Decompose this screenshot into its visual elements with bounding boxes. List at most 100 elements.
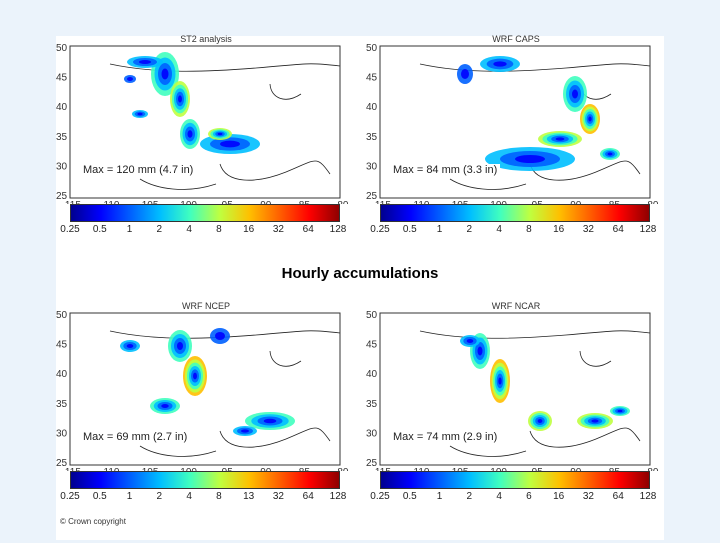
- coastline: [219, 427, 331, 448]
- colorbar-tick-label: 0.25: [60, 491, 80, 502]
- precip-cell: [617, 409, 623, 413]
- max-value-label: Max = 120 mm (4.7 in): [80, 164, 197, 176]
- panel-title: WRF CAPS: [492, 34, 540, 44]
- max-value-label: Max = 74 mm (2.9 in): [390, 431, 501, 443]
- coastline: [419, 330, 651, 339]
- precip-cell: [137, 112, 143, 116]
- precip-cell: [461, 69, 469, 79]
- lon-tick-label: −90: [254, 200, 271, 204]
- precip-cell: [572, 89, 578, 99]
- colorbar-tick-label: 16: [553, 224, 565, 235]
- lon-tick-label: −105: [446, 200, 469, 204]
- max-value-label: Max = 84 mm (3.3 in): [390, 164, 501, 176]
- precip-map: 50 45 40 35 30 25−115 −110 −105 −100 −95 −90 −85 −80: [366, 311, 659, 471]
- lat-tick-label: 40: [56, 102, 68, 113]
- lon-tick-label: −80: [332, 467, 349, 471]
- left-margin: [0, 0, 56, 540]
- precip-map: 50 45 40 35 30 25−115 −110 −105 −100 −95 −90 −85 −80: [366, 44, 659, 204]
- coastline: [219, 160, 331, 181]
- lat-tick-label: 50: [366, 311, 378, 321]
- lon-tick-label: −110: [98, 200, 120, 204]
- precip-cell: [193, 372, 197, 380]
- colorbar-tick-label: 16: [243, 224, 255, 235]
- precip-map: 50 45 40 35 30 25−115 −110 −105 −100 −95 −90 −85 −80: [56, 311, 349, 471]
- colorbar-tick-label: 4: [496, 491, 502, 502]
- colorbar-tick-label: 128: [329, 491, 347, 502]
- colorbar-tick-label: 4: [186, 491, 192, 502]
- colorbar-tick-label: 0.25: [370, 224, 390, 235]
- lon-tick-label: −100: [484, 467, 507, 471]
- lon-tick-label: −100: [174, 467, 197, 471]
- lon-tick-label: −115: [59, 200, 81, 204]
- lat-tick-label: 45: [366, 73, 378, 84]
- coastline: [139, 178, 217, 190]
- colorbar-tick-label: 0.5: [92, 491, 107, 502]
- precip-cell: [161, 404, 169, 408]
- colorbar-tick-label: 0.5: [402, 491, 417, 502]
- lon-tick-label: −85: [603, 467, 620, 471]
- precip-map: 50 45 40 35 30 25−115 −110 −105 −100 −95 −90 −85 −80: [56, 44, 349, 204]
- lat-tick-label: 40: [366, 369, 378, 380]
- colorbar: [380, 204, 650, 222]
- colorbar-tick-label: 0.25: [370, 491, 390, 502]
- lat-tick-label: 25: [366, 458, 378, 469]
- precip-cell: [555, 137, 565, 141]
- lon-tick-label: −95: [216, 200, 233, 204]
- lat-tick-label: 35: [366, 132, 378, 143]
- colorbar-tick-label: 64: [302, 224, 314, 235]
- colorbar-tick-label: 1: [126, 224, 133, 235]
- lon-tick-label: −90: [564, 467, 581, 471]
- colorbar-tick-label: 128: [329, 224, 347, 235]
- lon-tick-label: −110: [408, 467, 430, 471]
- coastline: [449, 178, 527, 190]
- lat-tick-label: 25: [366, 191, 378, 202]
- precip-cell: [178, 95, 182, 103]
- lon-tick-label: −105: [446, 467, 469, 471]
- lat-tick-label: 30: [56, 428, 68, 439]
- lon-tick-label: −95: [526, 200, 543, 204]
- coastline: [109, 330, 341, 339]
- precip-cell: [241, 429, 249, 433]
- precip-cell: [515, 155, 545, 163]
- lat-tick-label: 35: [56, 132, 68, 143]
- colorbar-tick-label: 1: [436, 224, 443, 235]
- precip-cell: [127, 77, 133, 81]
- lon-tick-label: −85: [293, 467, 310, 471]
- lat-tick-label: 45: [56, 340, 68, 351]
- coastline: [269, 83, 302, 100]
- lat-tick-label: 25: [56, 191, 68, 202]
- lon-tick-label: −90: [254, 467, 271, 471]
- precip-cell: [263, 418, 277, 424]
- colorbar-tick-label: 8: [216, 491, 222, 502]
- colorbar-tick-label: 2: [156, 224, 163, 235]
- lon-tick-label: −115: [369, 200, 391, 204]
- lon-tick-label: −105: [136, 200, 159, 204]
- right-margin: [664, 0, 720, 540]
- colorbar-tick-label: 2: [156, 491, 163, 502]
- coastline: [529, 427, 641, 448]
- page-heading: Hourly accumulations: [281, 265, 439, 282]
- lat-tick-label: 30: [366, 428, 378, 439]
- lat-tick-label: 40: [366, 102, 378, 113]
- colorbar-tick-label: 0.25: [60, 224, 80, 235]
- lon-tick-label: −95: [216, 467, 233, 471]
- precip-cell: [591, 419, 599, 423]
- precip-cell: [177, 342, 183, 350]
- colorbar-tick-label: 2: [466, 491, 473, 502]
- lon-tick-label: −105: [136, 467, 159, 471]
- lon-tick-label: −85: [293, 200, 310, 204]
- precip-cell: [493, 61, 507, 67]
- colorbar-tick-label: 0.5: [402, 224, 417, 235]
- colorbar-tick-label: 2: [466, 224, 473, 235]
- colorbar-tick-label: 0.5: [92, 224, 107, 235]
- coastline: [269, 350, 302, 367]
- lon-tick-label: −100: [174, 200, 197, 204]
- colorbar-tick-label: 128: [639, 224, 657, 235]
- map-panel-wrf-ncar: WRF NCAR 50 45 40 35 30 25−115 −110 −105 −100 −95…: [366, 301, 666, 543]
- precip-cell: [161, 68, 169, 80]
- precip-cell: [588, 116, 592, 122]
- lon-tick-label: −100: [484, 200, 507, 204]
- lat-tick-label: 40: [56, 369, 68, 380]
- map-panel-wrf-ncep: WRF NCEP 50 45 40 35 30 25−115 −110 −105 −100 −95…: [56, 301, 356, 543]
- precip-cell: [139, 60, 151, 64]
